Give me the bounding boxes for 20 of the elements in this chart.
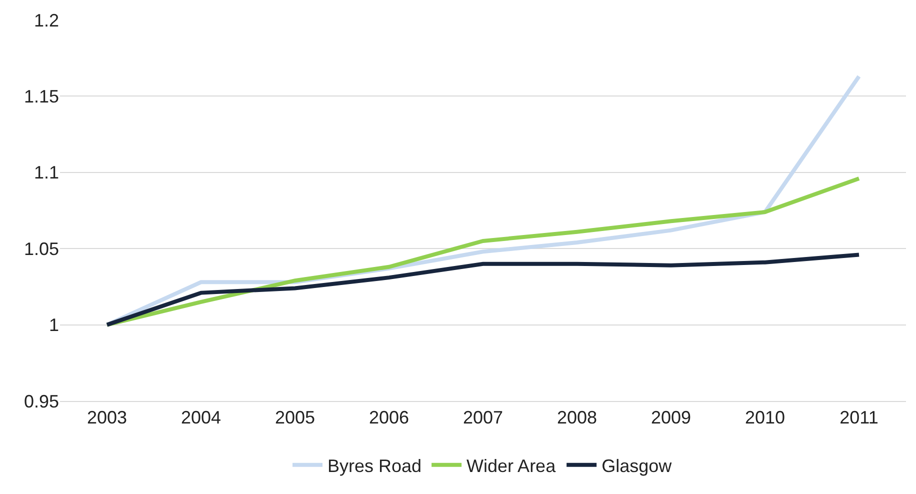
legend-label: Glasgow <box>602 456 673 476</box>
line-series <box>105 252 861 327</box>
y-tick-label: 1.15 <box>24 86 59 106</box>
legend-label: Wider Area <box>466 456 557 476</box>
legend-label: Byres Road <box>328 456 422 476</box>
y-tick-label: 1.1 <box>34 162 59 183</box>
x-tick-label: 2011 <box>840 408 878 428</box>
line-series <box>105 176 861 327</box>
x-tick-label: 2006 <box>368 408 410 428</box>
x-tick-label: 2008 <box>556 408 598 428</box>
x-tick-label: 2004 <box>180 408 222 428</box>
y-tick-label: 1 <box>48 315 59 336</box>
x-tick-label: 2009 <box>650 408 692 428</box>
x-tick-label: 2010 <box>744 408 786 428</box>
y-tick-label: 0.95 <box>24 391 59 412</box>
y-tick-label: 1.2 <box>34 10 59 30</box>
x-tick-label: 2007 <box>462 408 504 428</box>
y-tick-label: 1.05 <box>24 238 59 259</box>
x-tick-label: 2005 <box>274 408 316 428</box>
x-tick-label: 2003 <box>86 408 128 428</box>
